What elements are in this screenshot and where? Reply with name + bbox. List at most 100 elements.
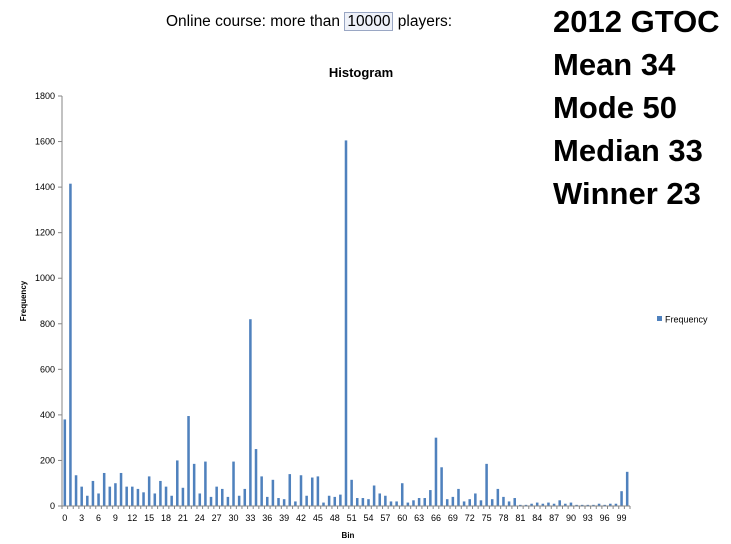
bar-bin-38 xyxy=(277,498,280,506)
bar-bin-24 xyxy=(198,493,202,506)
bar-bin-14 xyxy=(142,492,145,506)
x-tick-label: 90 xyxy=(566,513,576,523)
x-tick-label: 51 xyxy=(347,513,357,523)
bar-bin-44 xyxy=(310,477,314,506)
bar-bin-10 xyxy=(119,472,123,506)
bar-bin-93 xyxy=(586,504,590,506)
bar-bin-21 xyxy=(181,487,185,506)
stats-mean: Mean 34 xyxy=(553,47,676,82)
bar-bin-2 xyxy=(74,475,78,506)
bar-bin-26 xyxy=(209,496,213,506)
bar-bin-13 xyxy=(136,488,140,506)
legend: Frequency xyxy=(657,315,708,325)
x-axis-title: Bin xyxy=(342,531,355,540)
bar-bin-8 xyxy=(108,486,112,506)
bar-bin-19 xyxy=(170,495,173,506)
bar-bin-83 xyxy=(530,503,533,506)
stats-title: 2012 GTOC xyxy=(553,4,720,39)
bar-bin-37 xyxy=(271,479,275,506)
x-tick-label: 9 xyxy=(113,513,118,523)
bar-bin-57 xyxy=(384,495,387,506)
y-tick-label: 1800 xyxy=(35,91,55,101)
bar-bin-98 xyxy=(614,503,618,506)
bar-bin-48 xyxy=(333,496,337,506)
bar-bin-75 xyxy=(485,463,488,506)
x-tick-label: 57 xyxy=(380,513,390,523)
bar-bin-68 xyxy=(445,499,449,506)
y-tick-label: 1200 xyxy=(35,228,55,238)
bar-bin-66 xyxy=(434,437,438,506)
x-tick-label: 15 xyxy=(144,513,154,523)
bar-bin-9 xyxy=(114,483,117,506)
bar-bin-84 xyxy=(535,502,539,506)
bar-bin-76 xyxy=(490,499,494,506)
y-tick-label: 1600 xyxy=(35,137,55,147)
bar-bin-0 xyxy=(63,419,67,506)
bar-bin-56 xyxy=(378,493,382,506)
x-tick-label: 72 xyxy=(465,513,475,523)
bar-bin-39 xyxy=(282,499,286,506)
bar-bin-91 xyxy=(575,504,578,506)
bar-bin-17 xyxy=(159,480,162,506)
bar-bin-12 xyxy=(131,486,134,506)
bar-bin-58 xyxy=(389,501,393,506)
bar-bin-67 xyxy=(440,467,443,506)
bar-bin-4 xyxy=(86,495,89,506)
bar-bin-80 xyxy=(513,498,516,506)
x-tick-label: 18 xyxy=(161,513,171,523)
legend-swatch xyxy=(657,316,662,321)
bar-bin-5 xyxy=(91,480,95,506)
bar-bin-62 xyxy=(412,500,415,506)
headline-prefix: Online course: more than xyxy=(166,13,345,30)
headline: Online course: more than 10000 players: xyxy=(166,12,452,31)
x-tick-label: 42 xyxy=(296,513,306,523)
stats-winner: Winner 23 xyxy=(553,176,701,211)
x-tick-label: 78 xyxy=(498,513,508,523)
x-tick-label: 39 xyxy=(279,513,289,523)
bar-bin-55 xyxy=(372,485,376,506)
bar-bin-36 xyxy=(266,496,269,506)
bar-bin-28 xyxy=(221,488,224,506)
y-tick-label: 1400 xyxy=(35,182,55,192)
bar-bin-82 xyxy=(524,504,528,506)
x-tick-label: 60 xyxy=(397,513,407,523)
bar-bin-50 xyxy=(344,140,348,507)
x-tick-label: 66 xyxy=(431,513,441,523)
x-tick-label: 63 xyxy=(414,513,424,523)
bar-bin-31 xyxy=(237,495,241,506)
stats-mode: Mode 50 xyxy=(553,90,678,125)
y-tick-label: 400 xyxy=(40,410,55,420)
bar-bin-42 xyxy=(299,475,303,506)
bar-bin-53 xyxy=(361,498,365,506)
y-tick-label: 800 xyxy=(40,319,55,329)
bar-bin-77 xyxy=(496,488,500,506)
bar-bin-60 xyxy=(400,483,404,506)
bar-bin-73 xyxy=(474,493,477,506)
bar-bin-97 xyxy=(609,503,612,506)
y-axis-title: Frequency xyxy=(19,280,28,321)
x-tick-label: 99 xyxy=(617,513,627,523)
x-tick-label: 24 xyxy=(195,513,205,523)
bar-bin-18 xyxy=(164,486,168,506)
bar-bin-95 xyxy=(597,503,601,506)
x-tick-label: 0 xyxy=(62,513,67,523)
bar-bin-45 xyxy=(316,476,320,506)
bar-bin-64 xyxy=(423,498,426,506)
stats-median: Median 33 xyxy=(553,133,703,168)
bar-bin-49 xyxy=(339,494,342,506)
bar-bin-87 xyxy=(552,503,556,506)
y-tick-label: 0 xyxy=(50,501,55,511)
x-tick-label: 12 xyxy=(127,513,137,523)
x-tick-label: 96 xyxy=(600,513,610,523)
bar-bin-25 xyxy=(204,461,207,506)
x-tick-label: 93 xyxy=(583,513,593,523)
x-tick-label: 69 xyxy=(448,513,458,523)
bars-group xyxy=(63,140,629,507)
bar-bin-69 xyxy=(451,496,455,506)
bar-bin-61 xyxy=(406,502,410,506)
x-tick-label: 30 xyxy=(229,513,239,523)
bar-bin-71 xyxy=(462,501,466,506)
x-tick-label: 81 xyxy=(515,513,525,523)
x-tick-label: 75 xyxy=(482,513,492,523)
bar-bin-33 xyxy=(249,319,252,506)
